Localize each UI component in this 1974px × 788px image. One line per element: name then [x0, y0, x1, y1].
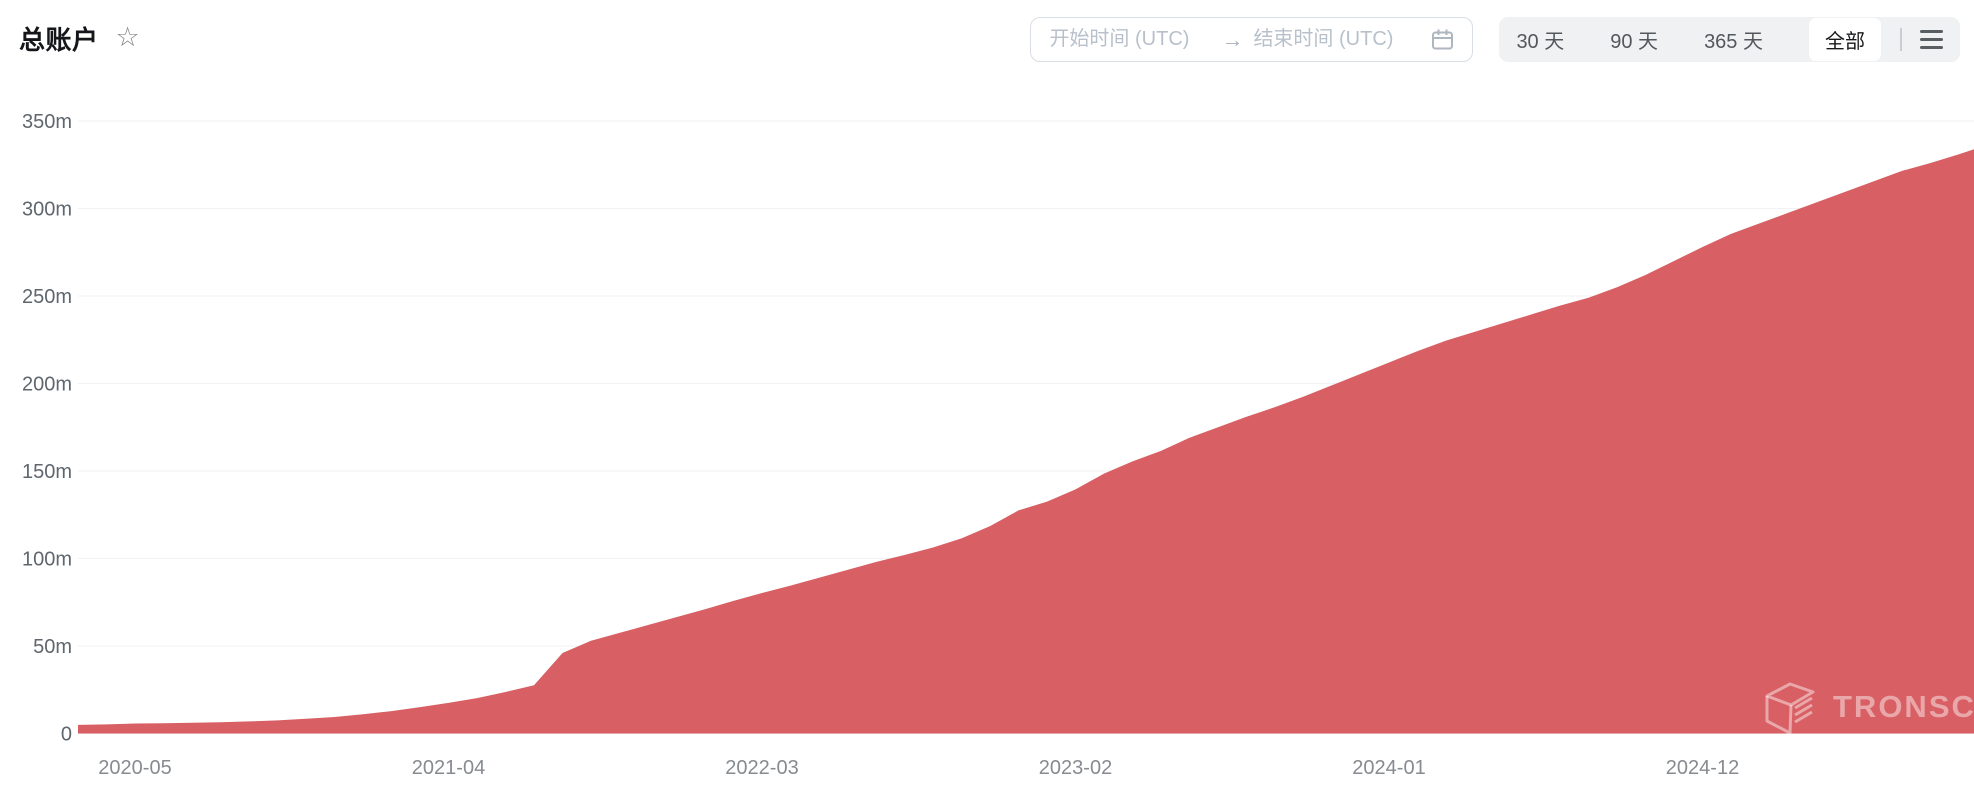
x-tick-label: 2023-02 [1039, 757, 1112, 779]
x-tick-label: 2022-03 [725, 757, 798, 779]
favorite-star-icon[interactable]: ☆ [115, 22, 140, 52]
x-tick-label: 2021-04 [412, 757, 485, 779]
range-button-3[interactable]: 全部 [1809, 18, 1881, 61]
tronscan-logo-icon [1765, 682, 1815, 735]
divider [1900, 28, 1902, 51]
range-button-2[interactable]: 365 天 [1704, 25, 1763, 54]
x-tick-label: 2020-05 [98, 757, 171, 779]
y-tick-label: 0 [61, 724, 72, 746]
y-tick-label: 150m [22, 461, 72, 483]
start-date-input[interactable] [1049, 28, 1212, 51]
range-button-group: 30 天 90 天 365 天 全部 [1499, 17, 1960, 62]
range-buttons: 30 天 90 天 365 天 全部 [1516, 18, 1881, 61]
arrow-right-icon: → [1221, 26, 1244, 52]
chart-menu-button[interactable] [1920, 28, 1943, 51]
chart-header: 总账户 ☆ → 30 天 90 天 365 天 全部 [0, 0, 1974, 82]
y-tick-label: 350m [22, 111, 72, 133]
area-series [78, 149, 1974, 734]
watermark-text: TRONSCAN [1833, 689, 1974, 724]
title-wrap: 总账户 ☆ [19, 17, 140, 57]
calendar-icon[interactable] [1431, 28, 1454, 51]
y-tick-label: 200m [22, 374, 72, 396]
x-tick-label: 2024-01 [1352, 757, 1425, 779]
y-tick-label: 250m [22, 286, 72, 308]
page-title: 总账户 [19, 25, 99, 55]
end-date-input[interactable] [1253, 28, 1416, 51]
date-range-picker[interactable]: → [1030, 17, 1474, 62]
y-tick-label: 50m [33, 636, 72, 658]
chart-controls: → 30 天 90 天 365 天 全部 [1030, 17, 1960, 62]
y-tick-label: 100m [22, 549, 72, 571]
range-button-0[interactable]: 30 天 [1516, 25, 1564, 54]
x-tick-label: 2024-12 [1666, 757, 1739, 779]
hamburger-menu-icon [1920, 30, 1943, 33]
y-tick-label: 300m [22, 199, 72, 221]
range-button-1[interactable]: 90 天 [1610, 25, 1658, 54]
tronscan-watermark: TRONSCAN [1760, 679, 1974, 735]
